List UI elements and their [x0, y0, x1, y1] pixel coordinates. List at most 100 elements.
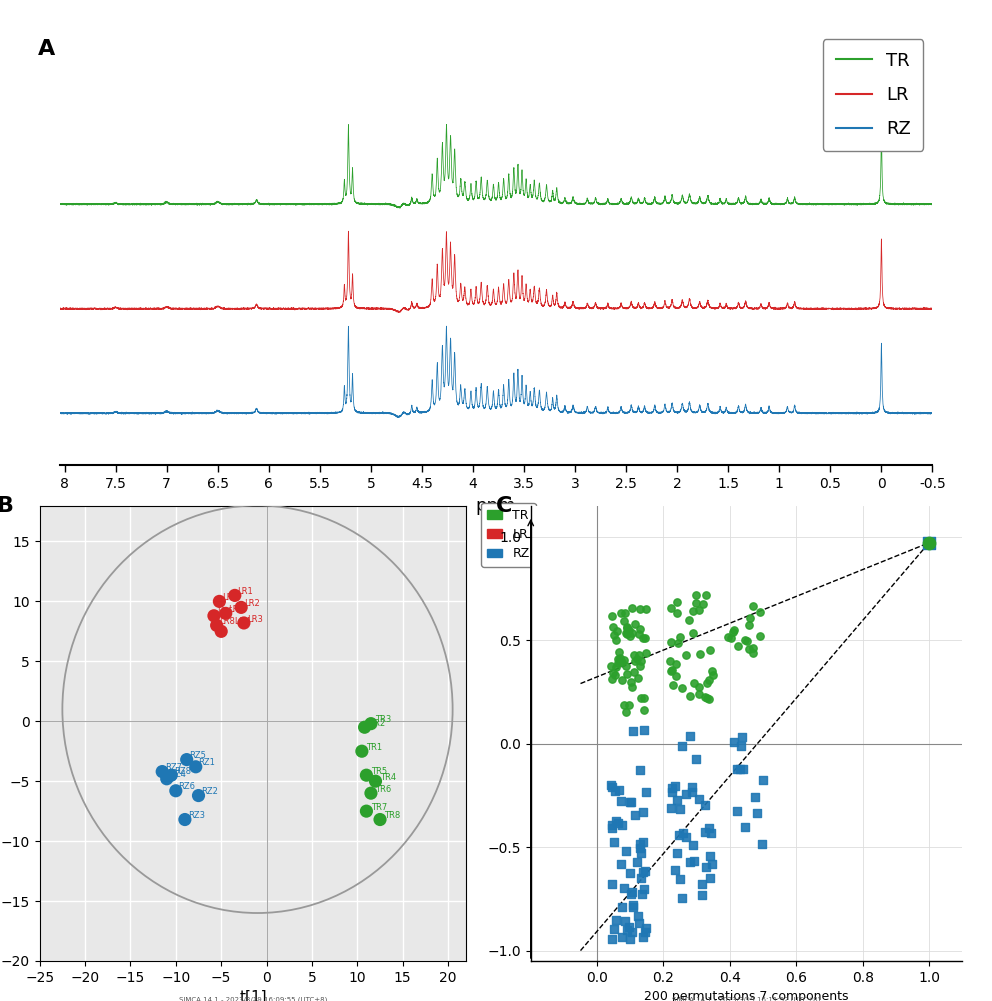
Text: TR6: TR6 — [375, 785, 392, 794]
Point — [737, 820, 753, 836]
Point — [622, 795, 638, 811]
Point — [637, 630, 653, 646]
Point — [638, 784, 654, 800]
Point — [690, 679, 706, 695]
Point — [621, 919, 637, 935]
Point — [700, 820, 716, 836]
Point — [755, 772, 771, 788]
Point — [633, 762, 649, 778]
Point — [604, 817, 620, 833]
Point — [745, 646, 761, 662]
Point — [614, 654, 630, 670]
Point — [698, 587, 714, 603]
Point — [635, 864, 651, 880]
Point — [618, 626, 634, 642]
Point — [701, 672, 717, 688]
Point — [633, 840, 649, 856]
Point — [179, 752, 194, 768]
Text: RZ6: RZ6 — [179, 783, 195, 792]
Point — [621, 697, 637, 713]
Point — [639, 920, 655, 936]
Point — [685, 625, 701, 641]
Point — [633, 871, 649, 887]
Text: SIMCA 14.1 - 2023/3/19 16:09:55 (UTC+8): SIMCA 14.1 - 2023/3/19 16:09:55 (UTC+8) — [179, 997, 327, 1001]
Point — [635, 835, 651, 851]
Point — [623, 886, 639, 902]
Point — [682, 688, 698, 704]
Point — [729, 803, 745, 819]
Point — [236, 615, 252, 631]
Point — [678, 829, 693, 845]
Point — [368, 773, 384, 789]
Point — [633, 845, 649, 861]
Text: RZ7: RZ7 — [165, 763, 182, 772]
Point — [687, 587, 703, 603]
Point — [922, 535, 937, 551]
Point — [634, 653, 650, 669]
Point — [679, 787, 694, 803]
Point — [664, 664, 680, 680]
Text: C: C — [496, 496, 513, 517]
Point — [604, 671, 620, 687]
Point — [632, 602, 648, 618]
Point — [613, 605, 629, 621]
Point — [631, 670, 647, 686]
Point — [638, 646, 654, 662]
Point — [617, 913, 633, 929]
Point — [671, 827, 686, 843]
Point — [724, 625, 740, 641]
Point — [624, 601, 640, 617]
Point — [741, 641, 757, 657]
Point — [741, 617, 757, 633]
Point — [726, 735, 742, 751]
Point — [616, 613, 632, 629]
Point — [673, 871, 688, 887]
Point — [164, 767, 180, 783]
Point — [624, 679, 640, 695]
Text: TR1: TR1 — [366, 743, 382, 752]
Text: LR2: LR2 — [244, 599, 260, 608]
Point — [684, 779, 700, 795]
Point — [608, 813, 624, 829]
Text: LR8LR4: LR8LR4 — [219, 617, 251, 626]
Point — [675, 738, 690, 754]
Point — [358, 767, 374, 783]
Point — [631, 915, 647, 931]
Point — [611, 782, 627, 798]
Text: RZ5: RZ5 — [189, 751, 206, 760]
Point — [636, 722, 652, 738]
Point — [619, 922, 635, 938]
Point — [729, 761, 745, 777]
Point — [922, 535, 937, 551]
Point — [745, 598, 761, 614]
Point — [613, 856, 629, 872]
Point — [159, 771, 175, 787]
Point — [227, 588, 243, 604]
Point — [667, 862, 682, 878]
Point — [354, 743, 370, 759]
Point — [613, 793, 629, 809]
Point — [633, 621, 649, 637]
Point — [663, 600, 679, 616]
Point — [635, 929, 651, 945]
Point — [612, 650, 628, 666]
Point — [624, 625, 640, 641]
X-axis label: ppm: ppm — [476, 496, 516, 515]
Point — [213, 624, 229, 640]
Point — [358, 803, 374, 819]
Point — [627, 664, 643, 680]
Text: TR4: TR4 — [380, 773, 396, 782]
Point — [168, 783, 184, 799]
Point — [745, 640, 761, 656]
Point — [619, 666, 635, 682]
Text: TR8: TR8 — [384, 811, 401, 820]
Point — [608, 659, 624, 675]
Point — [630, 652, 646, 668]
Point — [610, 655, 626, 671]
Point — [206, 608, 222, 624]
Point — [638, 601, 654, 617]
Point — [733, 739, 749, 755]
Point — [632, 658, 648, 674]
Point — [627, 654, 643, 670]
Point — [606, 627, 622, 643]
